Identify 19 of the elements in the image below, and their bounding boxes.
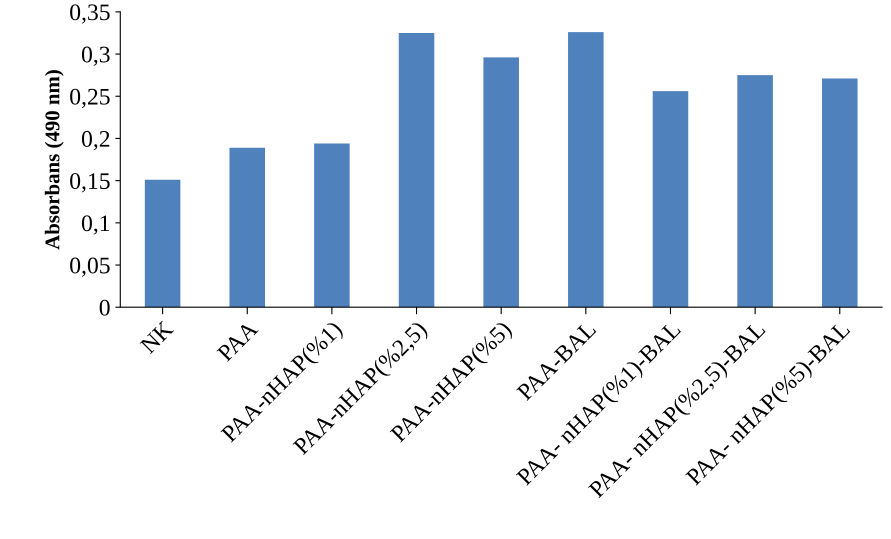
y-tick-label: 0,05: [70, 258, 110, 277]
y-tick-label: 0,2: [82, 130, 110, 150]
y-tick-label: 0,35: [70, 4, 110, 24]
y-tick-label: 0,25: [70, 88, 110, 108]
bar: [822, 78, 858, 308]
y-tick-label: 0,1: [82, 215, 110, 235]
y-tick-label: 0,15: [70, 173, 110, 192]
bar: [229, 148, 266, 308]
bar: [398, 32, 434, 308]
bar: [737, 75, 773, 308]
bar: [314, 144, 350, 308]
bar: [483, 57, 519, 308]
x-tick-label: NK: [140, 320, 174, 354]
bar: [568, 32, 604, 308]
y-tick-label: 0,3: [82, 46, 110, 66]
bar: [144, 180, 180, 308]
bar: [652, 91, 688, 308]
y-tick-label: 0: [100, 300, 110, 316]
y-axis-title: Absorbans (490 nm): [44, 70, 64, 250]
